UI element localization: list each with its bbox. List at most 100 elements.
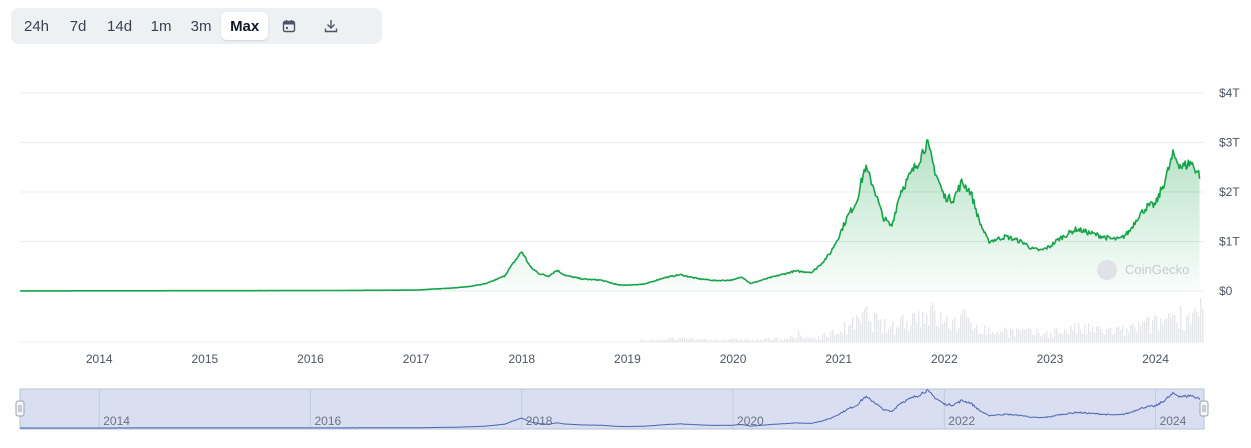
volume-bar: [806, 336, 808, 342]
volume-bar: [904, 328, 906, 342]
volume-bar: [640, 340, 642, 342]
range-button-24h[interactable]: 24h: [24, 17, 50, 35]
volume-bar: [768, 338, 770, 342]
volume-bar: [876, 312, 878, 342]
volume-bar: [1148, 317, 1150, 342]
volume-bar: [786, 338, 788, 342]
calendar-icon[interactable]: [268, 12, 310, 40]
volume-bar: [1130, 325, 1132, 342]
navigator-tick-label: 2016: [314, 414, 341, 428]
volume-bar: [728, 339, 730, 342]
range-button-7d[interactable]: 7d: [69, 17, 87, 35]
download-icon[interactable]: [310, 12, 352, 40]
volume-bar: [816, 339, 818, 342]
volume-bar: [1076, 333, 1078, 342]
volume-bar: [852, 317, 854, 342]
x-tick-label: 2019: [614, 352, 641, 366]
volume-bar: [846, 333, 848, 342]
volume-bar: [998, 334, 1000, 342]
volume-bar: [898, 327, 900, 342]
y-tick-label: $0: [1219, 284, 1233, 298]
navigator-selection[interactable]: [19, 388, 1205, 430]
area-fill: [20, 140, 1200, 291]
navigator-line: [20, 389, 1201, 429]
volume-bar: [1032, 335, 1034, 342]
volume-bar: [948, 327, 950, 342]
volume-bar: [1150, 332, 1152, 342]
volume-bar: [1102, 332, 1104, 342]
volume-bar: [936, 325, 938, 342]
volume-bar: [1090, 331, 1092, 342]
volume-bar: [910, 325, 912, 342]
volume-bar: [1050, 332, 1052, 342]
volume-bar: [688, 339, 690, 342]
volume-bar: [1060, 333, 1062, 342]
y-tick-label: $4T: [1219, 86, 1240, 100]
y-tick-label: $1T: [1219, 235, 1240, 249]
range-button-1m[interactable]: 1m: [150, 17, 172, 35]
volume-bar: [814, 337, 816, 342]
volume-bar: [1006, 329, 1008, 342]
volume-bar: [764, 338, 766, 342]
volume-bar: [1154, 315, 1156, 342]
volume-bar: [772, 339, 774, 342]
volume-bar: [658, 339, 660, 342]
volume-bar: [1038, 332, 1040, 342]
volume-bar: [1192, 312, 1194, 342]
volume-bar: [1078, 322, 1080, 342]
volume-bar: [1016, 327, 1018, 342]
range-button-3m[interactable]: 3m: [190, 17, 212, 35]
navigator-tick-label: 2014: [103, 414, 130, 428]
volume-bar: [1024, 329, 1026, 342]
volume-bar: [1158, 330, 1160, 342]
navigator-left-handle[interactable]: [15, 400, 25, 417]
volume-bar: [886, 332, 888, 342]
volume-bar: [984, 325, 986, 342]
volume-bar: [1064, 329, 1066, 342]
range-button-14d[interactable]: 14d: [107, 17, 133, 35]
x-tick-label: 2015: [192, 352, 219, 366]
x-tick-label: 2016: [297, 352, 324, 366]
volume-bar: [958, 327, 960, 342]
volume-bar: [842, 333, 844, 342]
volume-bar: [1126, 328, 1128, 342]
volume-bar: [700, 340, 702, 342]
volume-bar: [800, 335, 802, 342]
volume-bar: [1170, 317, 1172, 342]
range-navigator[interactable]: 2014 2016 2018 2020 2022 2024: [0, 380, 1251, 438]
navigator-right-handle[interactable]: [1199, 400, 1209, 417]
volume-bar: [930, 305, 932, 342]
volume-bar: [946, 315, 948, 342]
volume-bar: [1068, 334, 1070, 342]
volume-bar: [866, 306, 868, 342]
volume-bar: [844, 321, 846, 342]
range-button-max[interactable]: Max: [221, 12, 269, 40]
volume-bar: [650, 339, 652, 342]
volume-bar: [710, 339, 712, 342]
volume-bar: [752, 339, 754, 342]
volume-bar: [778, 340, 780, 342]
volume-bar: [694, 340, 696, 342]
volume-bar: [1010, 328, 1012, 342]
volume-bar: [818, 336, 820, 342]
volume-bar: [850, 324, 852, 342]
volume-bar: [646, 340, 648, 342]
volume-bar: [980, 333, 982, 342]
volume-bar: [1088, 323, 1090, 342]
volume-bar: [1096, 326, 1098, 342]
volume-bar: [858, 317, 860, 342]
volume-bar: [692, 338, 694, 342]
volume-bar: [810, 337, 812, 342]
volume-bar: [734, 338, 736, 342]
volume-bar: [916, 323, 918, 342]
volume-bar: [1008, 337, 1010, 342]
volume-bar: [838, 333, 840, 342]
volume-bar: [664, 339, 666, 342]
volume-bar: [1044, 333, 1046, 342]
volume-bar: [718, 341, 720, 342]
volume-bar: [978, 334, 980, 342]
volume-bar: [874, 312, 876, 342]
volume-bar: [870, 320, 872, 342]
volume-bar: [900, 317, 902, 342]
